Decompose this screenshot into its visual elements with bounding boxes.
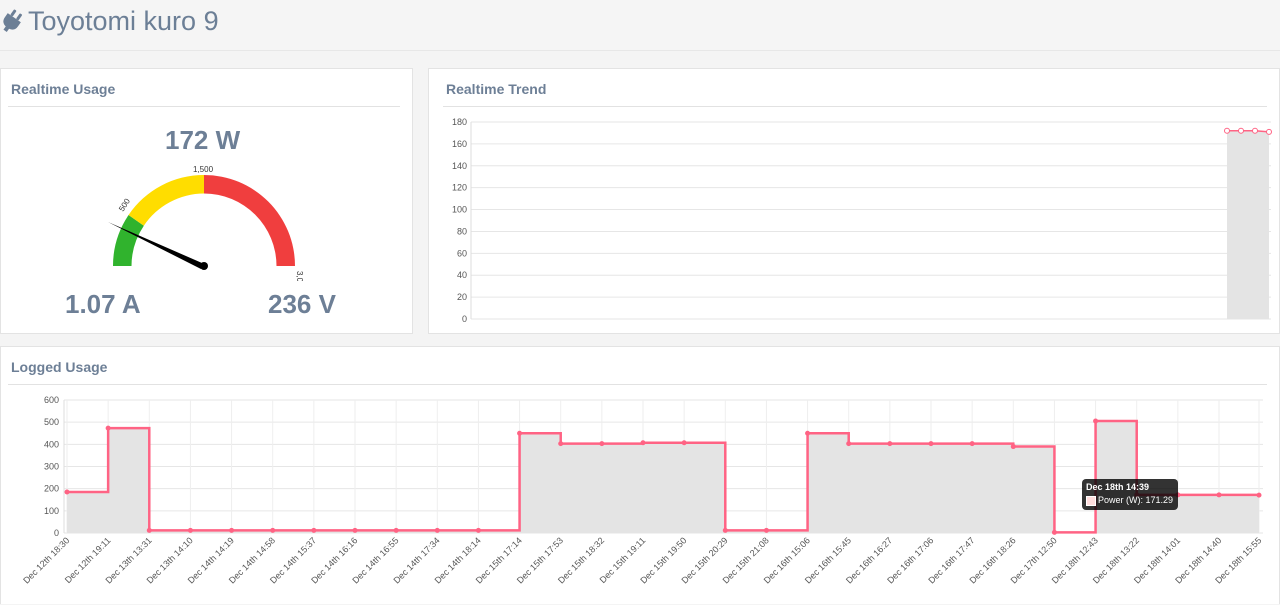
data-point: [311, 527, 317, 533]
chart-tooltip: Dec 18th 14:39 Power (W): 171.29: [1082, 479, 1178, 510]
gauge-red-segment: [204, 175, 295, 266]
data-point: [517, 430, 523, 436]
series-area: [67, 421, 1259, 533]
card-title: Logged Usage: [11, 359, 108, 375]
data-point: [229, 527, 235, 533]
plug-icon: [3, 9, 23, 32]
data-point: [640, 440, 646, 446]
data-point: [1216, 492, 1222, 498]
data-point: [434, 527, 440, 533]
data-point: [846, 441, 852, 447]
y-tick-label: 120: [452, 183, 467, 193]
data-point: [187, 527, 193, 533]
y-tick-label: 300: [44, 462, 59, 472]
data-point: [763, 527, 769, 533]
power-gauge: 500 1,500 3,000: [108, 165, 304, 281]
tooltip-label: Power (W): 171.29: [1098, 495, 1174, 505]
gauge-label-1500: 1,500: [193, 165, 214, 174]
data-point: [558, 441, 564, 447]
data-point: [270, 527, 276, 533]
divider: [443, 106, 1267, 107]
divider: [8, 384, 1267, 385]
gauge-label-3000: 3,000: [295, 271, 304, 281]
header-bar: Toyotomi kuro 9: [0, 0, 1280, 51]
y-tick-label: 40: [457, 270, 467, 280]
data-point: [64, 489, 70, 495]
data-point: [393, 527, 399, 533]
gauge-yellow-segment: [128, 174, 204, 226]
current-reading: 1.07 A: [65, 289, 141, 319]
data-point: [1051, 529, 1057, 535]
y-tick-label: 200: [44, 484, 59, 494]
y-tick-label: 0: [462, 314, 467, 324]
card-title: Realtime Trend: [446, 81, 547, 97]
legend-swatch: [1086, 495, 1096, 506]
data-point: [1256, 492, 1262, 498]
series-line: [1227, 130, 1270, 133]
divider: [8, 106, 400, 107]
data-point: [928, 441, 934, 447]
data-point: [599, 441, 605, 447]
data-point: [1093, 418, 1099, 424]
power-reading: 172 W: [165, 125, 241, 155]
data-point: [146, 527, 152, 533]
y-tick-label: 180: [452, 117, 467, 127]
data-point: [475, 527, 481, 533]
voltage-reading: 236 V: [268, 289, 336, 319]
y-tick-label: 100: [44, 506, 59, 516]
data-point: [1252, 127, 1258, 134]
data-point: [805, 430, 811, 436]
card-title: Realtime Usage: [11, 81, 116, 97]
y-tick-label: 140: [452, 161, 467, 171]
data-point: [1010, 444, 1016, 450]
data-point: [1238, 127, 1244, 134]
data-point: [681, 440, 687, 446]
y-tick-label: 100: [452, 205, 467, 215]
data-point: [1266, 128, 1272, 135]
tooltip-title: Dec 18th 14:39: [1086, 482, 1150, 492]
data-point: [105, 425, 111, 431]
y-tick-label: 600: [44, 395, 59, 405]
realtime-trend-chart: 180 160 140 120 100 80 60 40 20 0: [452, 117, 1272, 324]
gauge-green-segment: [112, 215, 144, 266]
y-tick-label: 0: [54, 528, 59, 538]
data-point: [969, 441, 975, 447]
data-point: [352, 527, 358, 533]
gauge-label-500: 500: [117, 197, 132, 214]
data-point: [722, 527, 728, 533]
data-point: [1224, 127, 1230, 134]
y-tick-label: 60: [457, 248, 467, 258]
y-tick-label: 500: [44, 417, 59, 427]
y-tick-label: 20: [457, 292, 467, 302]
y-tick-label: 160: [452, 139, 467, 149]
data-point: [887, 441, 893, 447]
series-area: [1227, 130, 1269, 319]
realtime-trend-card: Realtime Trend 180 160 140 120 100 80 60 40 20 0: [428, 68, 1280, 334]
logged-usage-card: Logged Usage 600 500 400 300 200 100 0 Dec 12t…: [0, 346, 1280, 604]
y-tick-label: 80: [457, 226, 467, 236]
page-title: Toyotomi kuro 9: [28, 6, 219, 36]
realtime-usage-card: Realtime Usage 172 W 500 1,500 3,000 1.0…: [0, 68, 413, 334]
y-tick-label: 400: [44, 439, 59, 449]
gauge-needle: [108, 222, 208, 270]
